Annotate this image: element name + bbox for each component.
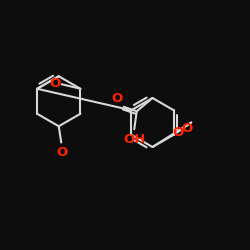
Text: O: O bbox=[50, 77, 61, 90]
Text: O: O bbox=[56, 146, 68, 158]
Text: O: O bbox=[172, 126, 183, 139]
Text: O: O bbox=[111, 92, 122, 105]
Text: O: O bbox=[182, 122, 193, 135]
Text: OH: OH bbox=[123, 133, 146, 146]
